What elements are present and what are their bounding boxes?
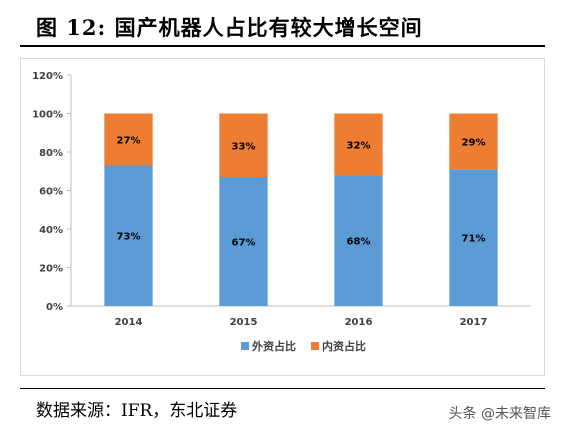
bar-2017-series-0 [449,169,498,306]
watermark: 头条 @未来智库 [448,406,551,422]
data-label: 33% [232,141,256,152]
y-tick-label: 80% [39,148,63,159]
bar-2015-series-1 [219,113,268,178]
bar-2016-series-1 [334,113,383,176]
data-label: 73% [117,232,141,243]
y-tick-label: 20% [39,264,63,275]
x-tick-label: 2016 [345,317,373,328]
bar-2016-series-0 [334,175,383,306]
data-label: 68% [347,237,371,248]
bar-2014-series-1 [104,113,153,166]
x-tick-label: 2015 [230,317,258,328]
data-label: 71% [462,234,486,245]
x-tick-label: 2014 [115,317,143,328]
data-label: 67% [232,238,256,249]
bar-2015-series-0 [219,177,268,306]
source-note: 数据来源：IFR，东北证券 [36,401,238,421]
legend-swatch-0 [241,342,249,350]
y-tick-label: 0% [46,302,63,313]
bar-2014-series-0 [104,165,153,306]
y-tick-label: 100% [32,110,63,121]
y-tick-label: 40% [39,225,63,236]
data-label: 27% [117,135,141,146]
chart-frame: 0% 20% 40% 60% 80% 100% 120% 73% 27% 2014 67% 33% 20… [20,58,545,376]
figure-title: 图 12: 国产机器人占比有较大增长空间 [36,15,423,40]
legend-label-1: 内资占比 [322,339,366,353]
data-label: 32% [347,140,371,151]
data-label: 29% [462,137,486,148]
y-tick-label: 60% [39,187,63,198]
legend-swatch-1 [311,342,319,350]
legend-label-0: 外资占比 [251,339,296,353]
x-tick-label: 2017 [460,317,488,328]
title-rule [20,45,545,47]
source-rule [20,388,545,389]
stacked-bar-chart: 0% 20% 40% 60% 80% 100% 120% 73% 27% 2014 67% 33% 20… [32,71,531,353]
y-tick-label: 120% [32,71,63,82]
bar-2017-series-1 [449,113,498,170]
